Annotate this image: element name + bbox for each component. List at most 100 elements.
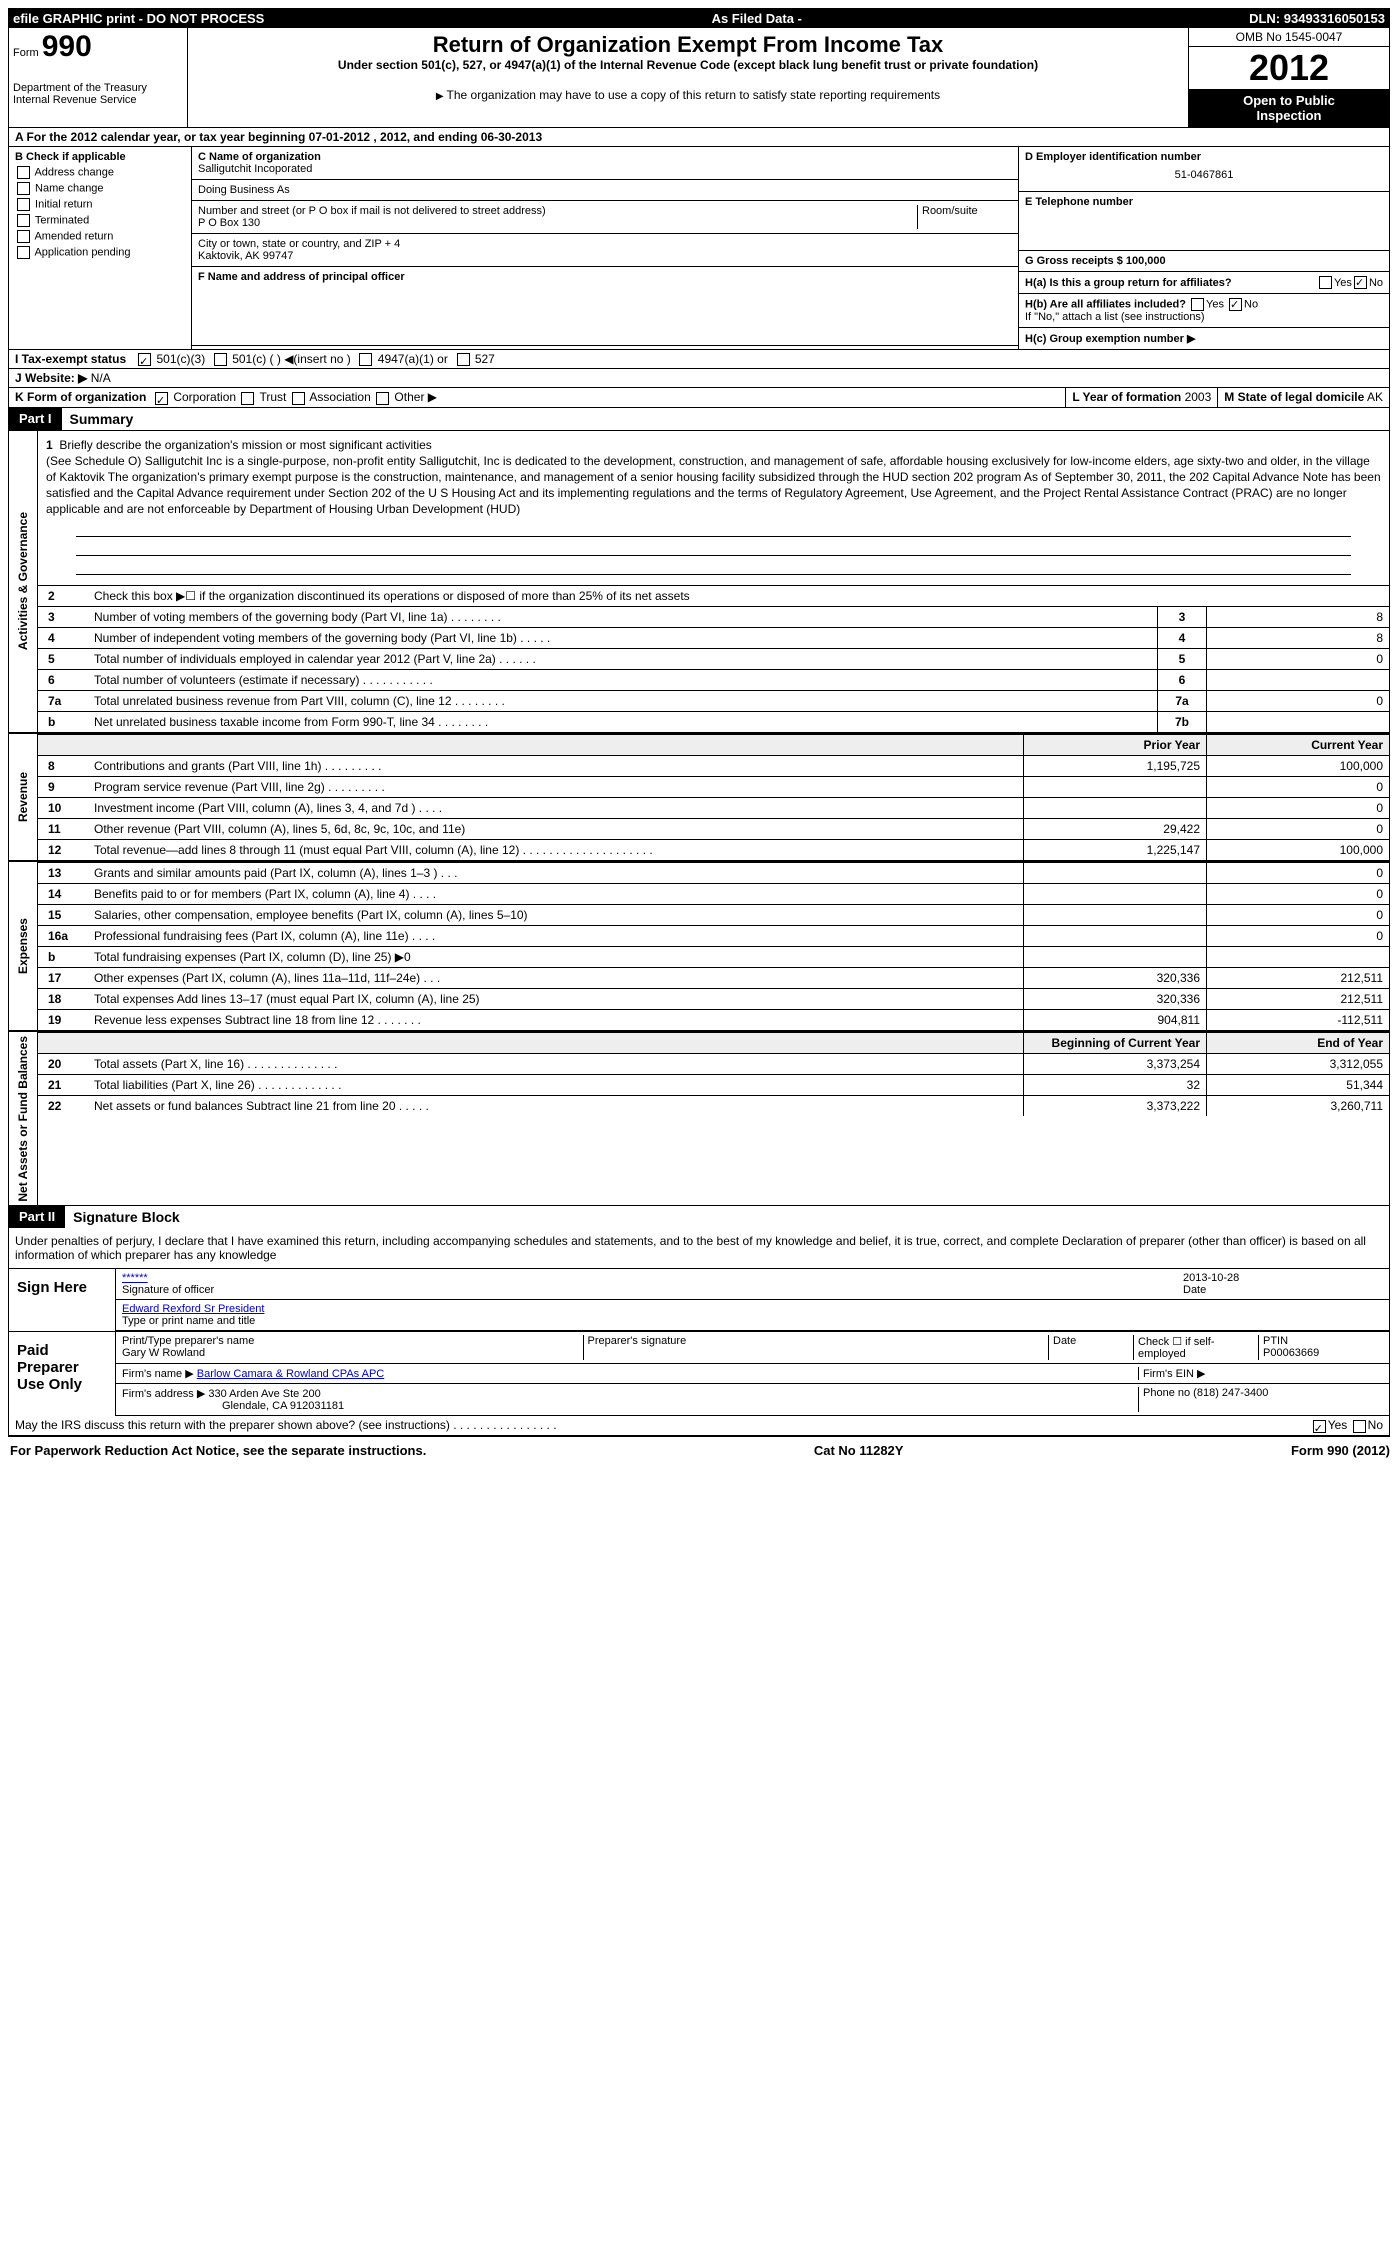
exp-row-19: 19Revenue less expenses Subtract line 18… [38, 1009, 1389, 1030]
room-label: Room/suite [917, 205, 1012, 229]
dept-2: Internal Revenue Service [13, 94, 183, 106]
website-value: N/A [91, 371, 111, 385]
hc-label: H(c) Group exemption number ▶ [1025, 333, 1195, 345]
prep-name-label: Print/Type preparer's name [122, 1335, 583, 1347]
hb-label: H(b) Are all affiliates included? [1025, 298, 1186, 310]
officer-signature[interactable]: ****** [122, 1272, 1183, 1284]
chk-501c[interactable] [214, 353, 227, 366]
checkbox-name-change[interactable]: Name change [15, 182, 185, 195]
part2-title: Signature Block [65, 1206, 188, 1228]
chk-501c3[interactable] [138, 353, 151, 366]
form-number: 990 [42, 30, 92, 63]
sidebar-rev: Revenue [14, 768, 32, 826]
expenses-table: 13Grants and similar amounts paid (Part … [38, 862, 1389, 1030]
sig-date: 2013-10-28 [1183, 1272, 1383, 1284]
exp-row-17: 17Other expenses (Part IX, column (A), l… [38, 967, 1389, 988]
ha-label: H(a) Is this a group return for affiliat… [1025, 277, 1317, 289]
blank-line [76, 522, 1351, 537]
exp-row-18: 18Total expenses Add lines 13–17 (must e… [38, 988, 1389, 1009]
exp-row-15: 15Salaries, other compensation, employee… [38, 904, 1389, 925]
sidebar-ag: Activities & Governance [14, 508, 32, 654]
hb-note: If "No," attach a list (see instructions… [1025, 311, 1383, 323]
activities-governance: Activities & Governance 1 Briefly descri… [9, 430, 1389, 733]
exp-row-16a: 16aProfessional fundraising fees (Part I… [38, 925, 1389, 946]
checkbox-application-pending[interactable]: Application pending [15, 246, 185, 259]
ag-row-5: 5Total number of individuals employed in… [38, 648, 1389, 669]
discuss-yes[interactable] [1313, 1420, 1326, 1433]
prep-date-label: Date [1048, 1335, 1133, 1360]
sig-date-label: Date [1183, 1284, 1383, 1296]
hb-yes[interactable] [1191, 298, 1204, 311]
ag-row-4: 4Number of independent voting members of… [38, 627, 1389, 648]
period-row: A For the 2012 calendar year, or tax yea… [9, 128, 1389, 147]
city-label: City or town, state or country, and ZIP … [198, 238, 1012, 250]
firm-addr-label: Firm's address ▶ [122, 1388, 205, 1400]
blank-line [76, 560, 1351, 575]
street-label: Number and street (or P O box if mail is… [198, 205, 917, 217]
officer-name-label: Type or print name and title [122, 1315, 264, 1327]
chk-4947[interactable] [359, 353, 372, 366]
header-right: OMB No 1545-0047 2012 Open to Public Ins… [1189, 28, 1389, 127]
top-right: DLN: 93493316050153 [1249, 11, 1385, 26]
k-label: K Form of organization [15, 390, 146, 404]
blank-line [76, 541, 1351, 556]
footer-center: Cat No 11282Y [814, 1443, 904, 1458]
ag-row-6: 6Total number of volunteers (estimate if… [38, 669, 1389, 690]
top-left: efile GRAPHIC print - DO NOT PROCESS [13, 11, 264, 26]
firm-addr1: 330 Arden Ave Ste 200 [208, 1388, 320, 1400]
section-b-title: B Check if applicable [15, 151, 185, 163]
rev-row-9: 9Program service revenue (Part VIII, lin… [38, 776, 1389, 797]
checkbox-terminated[interactable]: Terminated [15, 214, 185, 227]
reporting-note: The organization may have to use a copy … [192, 88, 1184, 102]
firm-name[interactable]: Barlow Camara & Rowland CPAs APC [197, 1368, 384, 1380]
expenses-section: Expenses 13Grants and similar amounts pa… [9, 861, 1389, 1031]
checkbox-amended-return[interactable]: Amended return [15, 230, 185, 243]
footer-right: Form 990 (2012) [1291, 1443, 1390, 1458]
header-center: Return of Organization Exempt From Incom… [188, 28, 1189, 127]
chk-527[interactable] [457, 353, 470, 366]
part1-tab: Part I [9, 408, 62, 430]
k-trust[interactable] [241, 392, 254, 405]
hb-no[interactable] [1229, 298, 1242, 311]
checkbox-address-change[interactable]: Address change [15, 166, 185, 179]
dba-label: Doing Business As [198, 184, 1012, 196]
mission-block: 1 Briefly describe the organization's mi… [38, 431, 1389, 585]
header-left: Form 990 Department of the Treasury Inte… [9, 28, 188, 127]
paid-preparer-section: Paid Preparer Use Only Print/Type prepar… [9, 1331, 1389, 1416]
tax-year: 2012 [1189, 47, 1389, 89]
tax-status-row: I Tax-exempt status 501(c)(3) 501(c) ( )… [9, 350, 1389, 369]
ag-row-7a: 7aTotal unrelated business revenue from … [38, 690, 1389, 711]
officer-name[interactable]: Edward Rexford Sr President [122, 1303, 264, 1315]
net-assets-section: Net Assets or Fund Balances Beginning of… [9, 1031, 1389, 1207]
firm-name-label: Firm's name ▶ [122, 1368, 194, 1380]
k-assoc[interactable] [292, 392, 305, 405]
ha-no[interactable] [1354, 276, 1367, 289]
k-other[interactable] [376, 392, 389, 405]
ha-yes[interactable] [1319, 276, 1332, 289]
checkbox-initial-return[interactable]: Initial return [15, 198, 185, 211]
gross-receipts: G Gross receipts $ 100,000 [1025, 255, 1383, 267]
sidebar-na: Net Assets or Fund Balances [14, 1032, 32, 1206]
l-value: 2003 [1185, 390, 1212, 404]
phone-value: (818) 247-3400 [1193, 1387, 1268, 1399]
street-value: P O Box 130 [198, 217, 917, 229]
part2-tab: Part II [9, 1206, 65, 1228]
m-value: AK [1367, 390, 1383, 404]
officer-label: F Name and address of principal officer [198, 271, 1012, 283]
mission-text: (See Schedule O) Salligutchit Inc is a s… [46, 454, 1381, 517]
footer-left: For Paperwork Reduction Act Notice, see … [10, 1443, 426, 1458]
prep-sig-label: Preparer's signature [583, 1335, 1049, 1360]
k-corp[interactable] [155, 392, 168, 405]
revenue-table: Prior YearCurrent Year8Contributions and… [38, 734, 1389, 860]
rev-row-11: 11Other revenue (Part VIII, column (A), … [38, 818, 1389, 839]
paid-preparer-label: Paid Preparer Use Only [9, 1332, 116, 1416]
part1-header: Part I Summary [9, 408, 1389, 430]
exp-row-13: 13Grants and similar amounts paid (Part … [38, 862, 1389, 883]
discuss-no[interactable] [1353, 1420, 1366, 1433]
section-d: D Employer identification number 51-0467… [1019, 147, 1389, 349]
firm-ein-label: Firm's EIN ▶ [1138, 1367, 1383, 1380]
section-c: C Name of organization Salligutchit Inco… [192, 147, 1019, 349]
phone-label: Phone no [1143, 1387, 1190, 1399]
omb-number: OMB No 1545-0047 [1189, 28, 1389, 47]
perjury-statement: Under penalties of perjury, I declare th… [9, 1228, 1389, 1268]
